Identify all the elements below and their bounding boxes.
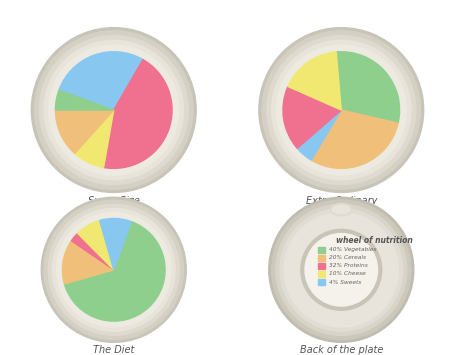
Wedge shape: [63, 241, 114, 284]
Wedge shape: [104, 60, 172, 168]
Text: Super Size: Super Size: [88, 196, 140, 206]
Ellipse shape: [272, 200, 411, 339]
Bar: [318, 263, 325, 269]
Text: The Diet: The Diet: [93, 345, 135, 355]
Ellipse shape: [44, 40, 183, 180]
Wedge shape: [72, 233, 114, 270]
Bar: [318, 279, 325, 285]
Ellipse shape: [31, 28, 196, 192]
Ellipse shape: [41, 197, 186, 342]
Ellipse shape: [330, 203, 353, 216]
Text: 40% Vegetables: 40% Vegetables: [329, 247, 376, 252]
Wedge shape: [336, 52, 400, 123]
Ellipse shape: [280, 208, 402, 331]
Wedge shape: [55, 90, 114, 110]
Wedge shape: [64, 222, 165, 321]
Ellipse shape: [269, 197, 414, 342]
Wedge shape: [288, 52, 341, 110]
Wedge shape: [55, 110, 114, 153]
Text: 4% Sweets: 4% Sweets: [329, 280, 361, 285]
Ellipse shape: [301, 229, 382, 310]
Wedge shape: [78, 220, 114, 270]
Wedge shape: [311, 110, 398, 168]
Ellipse shape: [49, 45, 179, 175]
Bar: [318, 271, 325, 277]
Text: 10% Cheese: 10% Cheese: [329, 272, 366, 277]
Ellipse shape: [39, 36, 188, 185]
Text: Extra Ordinary: Extra Ordinary: [306, 196, 377, 206]
Ellipse shape: [276, 204, 407, 335]
Ellipse shape: [259, 28, 424, 192]
Ellipse shape: [281, 50, 401, 170]
Ellipse shape: [35, 31, 193, 189]
Text: 20% Cereals: 20% Cereals: [329, 255, 366, 260]
Wedge shape: [59, 52, 143, 110]
Text: wheel of nutrition: wheel of nutrition: [336, 236, 412, 245]
Ellipse shape: [54, 50, 174, 170]
Bar: [318, 247, 325, 252]
Ellipse shape: [272, 40, 411, 180]
Ellipse shape: [262, 31, 420, 189]
Wedge shape: [75, 110, 114, 168]
Ellipse shape: [305, 234, 377, 306]
Ellipse shape: [276, 45, 406, 175]
Ellipse shape: [284, 213, 399, 327]
Wedge shape: [100, 218, 131, 270]
Ellipse shape: [61, 217, 167, 323]
Ellipse shape: [48, 204, 179, 335]
Ellipse shape: [44, 200, 183, 339]
Ellipse shape: [332, 205, 350, 214]
Ellipse shape: [53, 208, 175, 331]
Wedge shape: [283, 87, 341, 148]
Bar: [318, 255, 325, 261]
Text: Back of the plate: Back of the plate: [300, 345, 383, 355]
Ellipse shape: [56, 213, 171, 327]
Ellipse shape: [267, 36, 416, 185]
Ellipse shape: [285, 214, 397, 326]
Wedge shape: [297, 110, 341, 160]
Text: 32% Proteins: 32% Proteins: [329, 263, 368, 268]
